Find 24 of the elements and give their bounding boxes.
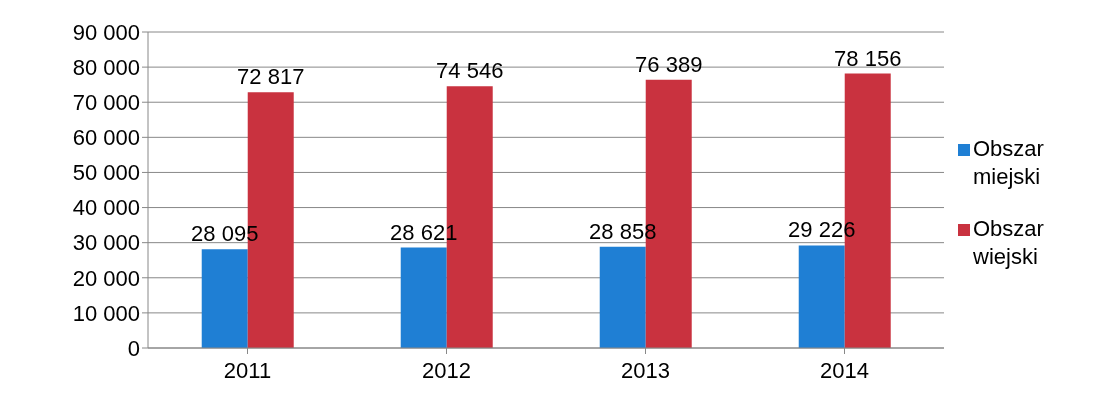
bar — [400, 247, 447, 348]
x-tick-label: 2014 — [820, 357, 869, 383]
x-tick-label: 2012 — [422, 357, 471, 383]
y-tick-label: 70 000 — [72, 90, 140, 116]
data-label: 76 389 — [635, 51, 703, 77]
y-tick-label: 0 — [127, 335, 140, 361]
data-label: 72 817 — [237, 64, 305, 90]
y-tick-label: 80 000 — [72, 54, 140, 80]
y-tick-label: 60 000 — [72, 125, 140, 151]
y-tick-label: 50 000 — [72, 160, 140, 186]
legend-label: Obszar wiejski — [973, 215, 1045, 271]
data-label: 78 156 — [834, 45, 902, 71]
x-tick-label: 2013 — [621, 357, 670, 383]
x-tick-label: 2011 — [223, 357, 272, 383]
y-tick-label: 20 000 — [72, 265, 140, 291]
legend-label: Obszar miejski — [973, 135, 1045, 191]
bar — [201, 249, 248, 348]
y-tick-label: 90 000 — [72, 19, 140, 45]
bar — [599, 246, 646, 348]
y-tick-label: 40 000 — [72, 195, 140, 221]
data-label: 74 546 — [436, 58, 504, 84]
y-tick-label: 10 000 — [72, 300, 140, 326]
bar — [798, 245, 845, 348]
y-tick-label: 30 000 — [72, 230, 140, 256]
